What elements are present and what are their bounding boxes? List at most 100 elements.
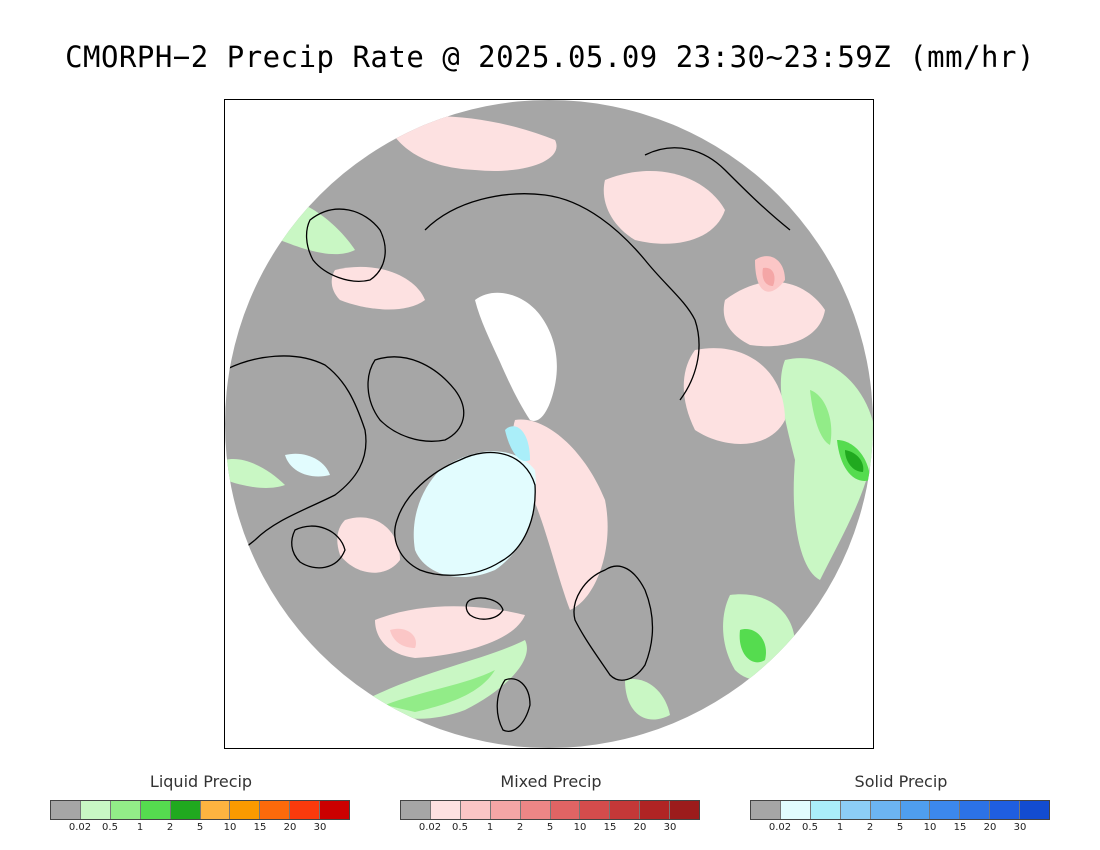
legend-swatch <box>80 801 111 819</box>
solid-precip-patch <box>413 451 536 578</box>
liquid-precip-patch <box>810 390 832 445</box>
solid-precip-patch <box>285 453 330 477</box>
legend-swatch <box>290 801 321 819</box>
legend-tick-label: 15 <box>603 822 617 833</box>
legend-swatch <box>230 801 261 819</box>
legend-swatch <box>320 801 350 819</box>
legend-swatch <box>640 801 671 819</box>
legend-mixed: Mixed Precip 0.02 0.5 1 2 5 10 15 20 30 <box>400 770 702 840</box>
legend-ticks: 0.02 0.5 1 2 5 10 15 20 30 <box>750 822 1050 836</box>
legend-swatch <box>840 801 871 819</box>
mixed-precip-patch <box>390 628 416 648</box>
legend-tick-label: 1 <box>836 822 844 833</box>
legend-swatch <box>170 801 201 819</box>
greenland-coastline <box>394 451 536 576</box>
legend-swatch <box>930 801 961 819</box>
legend-tick-label: 30 <box>1013 822 1027 833</box>
legend-ticks: 0.02 0.5 1 2 5 10 15 20 30 <box>400 822 700 836</box>
legend-title: Solid Precip <box>854 772 948 791</box>
legend-tick-label: 2 <box>166 822 174 833</box>
legend-tick-label: 0.02 <box>418 822 442 833</box>
hudson-bay-coastline <box>291 525 346 569</box>
legend-ticks: 0.02 0.5 1 2 5 10 15 20 30 <box>50 822 350 836</box>
legend-tick-label: 20 <box>983 822 997 833</box>
legend-tick-label: 1 <box>486 822 494 833</box>
legend-swatch <box>990 801 1021 819</box>
legend-swatch <box>51 801 81 819</box>
mixed-precip-patch <box>603 171 725 244</box>
british-isles-coastline <box>496 678 531 732</box>
legend-tick-label: 5 <box>896 822 904 833</box>
legend-tick-label: 0.5 <box>802 822 818 833</box>
legend-tick-label: 20 <box>633 822 647 833</box>
polar-map <box>225 100 873 748</box>
legend-tick-label: 1 <box>136 822 144 833</box>
legend-bar <box>400 800 700 820</box>
mixed-precip-patch <box>683 348 785 444</box>
scandinavia-coastline <box>573 565 654 681</box>
legend-swatch <box>490 801 521 819</box>
liquid-precip-patch <box>385 670 495 712</box>
arctic-archipelago-coastline <box>367 356 465 442</box>
legend-tick-label: 0.5 <box>452 822 468 833</box>
legend-swatch <box>580 801 611 819</box>
legend-title: Mixed Precip <box>500 772 602 791</box>
legend-tick-label: 10 <box>923 822 937 833</box>
legend-swatch <box>430 801 461 819</box>
legend-swatch <box>610 801 641 819</box>
solid-precip-patch <box>505 426 530 462</box>
liquid-precip-patch <box>625 679 670 720</box>
legend-tick-label: 15 <box>253 822 267 833</box>
mixed-precip-patch <box>337 517 400 573</box>
legend-liquid: Liquid Precip 0.02 0.5 1 2 5 10 15 20 30 <box>50 770 352 840</box>
legend-tick-label: 2 <box>866 822 874 833</box>
legend-tick-label: 5 <box>196 822 204 833</box>
no-data-region <box>475 292 557 421</box>
legend-bar <box>50 800 350 820</box>
legend-swatch <box>870 801 901 819</box>
legend-tick-label: 10 <box>573 822 587 833</box>
legend-tick-label: 30 <box>313 822 327 833</box>
legend-tick-label: 15 <box>953 822 967 833</box>
liquid-precip-patch <box>780 358 873 580</box>
iceland-coastline <box>465 597 504 620</box>
legend-swatch <box>460 801 491 819</box>
legend-swatch <box>670 801 700 819</box>
north-america-coastline <box>225 355 367 581</box>
legend-solid: Solid Precip 0.02 0.5 1 2 5 10 15 20 30 <box>750 770 1052 840</box>
legend-tick-label: 10 <box>223 822 237 833</box>
mixed-precip-patch <box>513 419 608 610</box>
legend-swatch <box>110 801 141 819</box>
map-disc <box>225 100 873 748</box>
legend-swatch <box>520 801 551 819</box>
legend-tick-label: 5 <box>546 822 554 833</box>
mixed-precip-patch <box>385 116 557 171</box>
mixed-precip-patch <box>762 267 775 286</box>
liquid-precip-patch <box>845 450 864 472</box>
russia-coastline <box>424 193 700 401</box>
mixed-precip-patch <box>331 266 425 310</box>
legend-tick-label: 20 <box>283 822 297 833</box>
alaska-coastline <box>305 208 386 282</box>
legend-swatch <box>780 801 811 819</box>
legend-swatch <box>401 801 431 819</box>
legend-swatch <box>751 801 781 819</box>
legend-swatch <box>960 801 991 819</box>
legend-bar <box>750 800 1050 820</box>
liquid-precip-patch <box>225 459 285 488</box>
legend-tick-label: 30 <box>663 822 677 833</box>
legend-swatch <box>140 801 171 819</box>
legend-swatch <box>900 801 931 819</box>
legend-swatch <box>260 801 291 819</box>
liquid-precip-patch <box>739 629 766 663</box>
map-title: CMORPH−2 Precip Rate @ 2025.05.09 23:30~… <box>65 40 1035 74</box>
legend-tick-label: 2 <box>516 822 524 833</box>
legend-swatch <box>200 801 231 819</box>
mixed-precip-patch <box>723 281 825 347</box>
legend-swatch <box>550 801 581 819</box>
legend-tick-label: 0.02 <box>68 822 92 833</box>
asia-north-coastline <box>644 147 791 231</box>
legend-title: Liquid Precip <box>149 772 253 791</box>
map-panel <box>224 99 874 749</box>
coastlines <box>225 147 791 732</box>
